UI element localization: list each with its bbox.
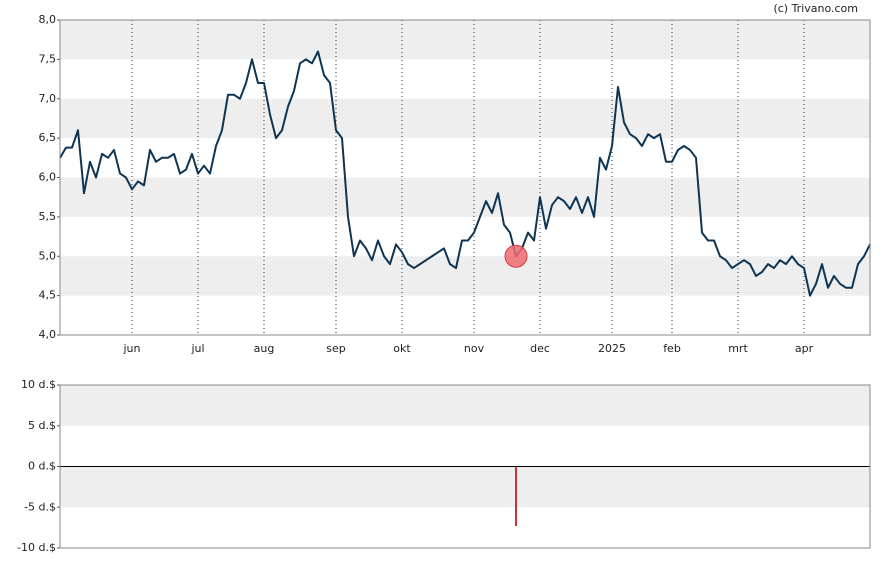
band bbox=[60, 256, 870, 296]
y-tick-label: 5 d.$ bbox=[28, 419, 56, 432]
y-tick-label: 6,0 bbox=[39, 171, 57, 184]
chart-title: (c) Trivano.com bbox=[773, 2, 858, 15]
y-tick-label: 5,5 bbox=[39, 210, 57, 223]
marker bbox=[504, 244, 528, 268]
x-tick-label: aug bbox=[254, 342, 275, 355]
price-line bbox=[59, 50, 871, 297]
plot-border bbox=[59, 19, 871, 336]
y-tick-label: -5 d.$ bbox=[24, 500, 56, 513]
band bbox=[60, 98, 870, 139]
y-tick-label: 4,5 bbox=[39, 289, 57, 302]
x-tick-label: okt bbox=[393, 342, 411, 355]
x-tick-label: nov bbox=[464, 342, 485, 355]
band bbox=[60, 466, 870, 508]
y-tick-label: 7,5 bbox=[39, 52, 57, 65]
y-tick-label: 6,5 bbox=[39, 131, 57, 144]
x-tick-label: dec bbox=[530, 342, 550, 355]
y-tick-label: 8,0 bbox=[39, 13, 57, 26]
y-tick-label: 5,0 bbox=[39, 249, 57, 262]
x-tick-label: jul bbox=[190, 342, 204, 355]
y-tick-label: 10 d.$ bbox=[21, 378, 56, 391]
x-tick-label: jun bbox=[123, 342, 141, 355]
x-tick-label: sep bbox=[326, 342, 345, 355]
x-tick-label: apr bbox=[795, 342, 814, 355]
band bbox=[60, 385, 870, 426]
y-tick-label: 7,0 bbox=[39, 92, 57, 105]
x-tick-label: feb bbox=[663, 342, 681, 355]
x-tick-label: 2025 bbox=[598, 342, 626, 355]
y-tick-label: 0 d.$ bbox=[28, 460, 56, 473]
band bbox=[60, 177, 870, 217]
x-tick-label: mrt bbox=[728, 342, 748, 355]
y-tick-label: 4,0 bbox=[39, 328, 57, 341]
plot-border bbox=[59, 384, 871, 549]
y-tick-label: -10 d.$ bbox=[17, 541, 56, 554]
bar bbox=[515, 466, 517, 526]
band bbox=[60, 20, 870, 60]
